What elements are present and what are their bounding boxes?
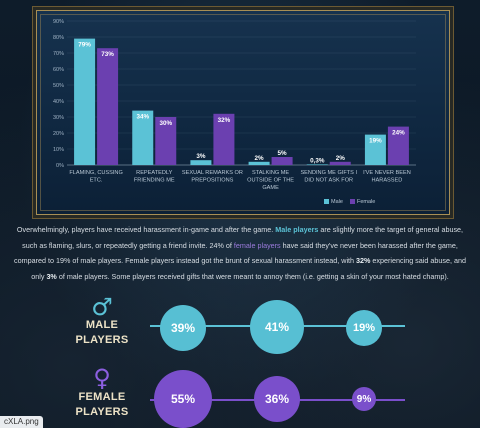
bar-female bbox=[97, 48, 119, 166]
legend-swatch-female bbox=[350, 199, 355, 204]
bar-male bbox=[74, 38, 96, 165]
bar-female bbox=[271, 157, 293, 165]
bar-female bbox=[329, 161, 351, 165]
bar-value-label: 2% bbox=[255, 155, 265, 162]
male-stat-bubble-3: 19% bbox=[346, 310, 382, 346]
y-tick-label: 20% bbox=[53, 131, 64, 137]
bar-value-label: 79% bbox=[78, 42, 91, 49]
summary-text-5: of male players. Some players received g… bbox=[56, 271, 449, 281]
x-category-label: OUTSIDE OF THE bbox=[247, 178, 294, 184]
summary-text-4: experiencing said abuse, and only bbox=[31, 256, 466, 281]
x-category-label: I'VE NEVER BEEN bbox=[363, 170, 411, 176]
male-stat-bubble-2: 41% bbox=[250, 300, 304, 354]
file-name-tag: cXLA.png bbox=[0, 416, 43, 428]
bar-female bbox=[155, 117, 177, 165]
bar-value-label: 30% bbox=[159, 120, 172, 127]
y-tick-label: 50% bbox=[53, 83, 64, 89]
x-category-label: FRIENDING ME bbox=[134, 178, 175, 184]
male-stat-bubble-1: 39% bbox=[160, 305, 206, 351]
bar-value-label: 34% bbox=[136, 114, 149, 121]
female-stat-bubble-3: 9% bbox=[352, 387, 376, 411]
male-label-line-2: PLAYERS bbox=[75, 334, 129, 346]
x-category-label: SENDING ME GIFTS I bbox=[300, 170, 357, 176]
y-tick-label: 80% bbox=[53, 35, 64, 41]
x-category-label: HARASSED bbox=[372, 178, 403, 184]
male-symbol-icon: ♂ bbox=[91, 293, 113, 321]
summary-male-highlight: Male players bbox=[275, 225, 319, 234]
female-stat-2-value: 36% bbox=[264, 392, 290, 406]
male-players-label: MALE PLAYERS bbox=[67, 318, 137, 348]
male-stat-1-value: 39% bbox=[170, 321, 196, 335]
bar-value-label: 73% bbox=[101, 51, 114, 58]
legend-swatch-male bbox=[324, 199, 329, 204]
male-stat-2-value: 41% bbox=[264, 320, 290, 334]
female-stat-1-value: 55% bbox=[170, 392, 196, 406]
bar-male bbox=[132, 110, 154, 165]
bar-value-label: 19% bbox=[369, 138, 382, 145]
female-stat-3-value: 9% bbox=[356, 393, 372, 405]
bar-value-label: 5% bbox=[278, 150, 288, 157]
x-category-label: PREPOSITIONS bbox=[191, 178, 233, 184]
male-stat-3-value: 19% bbox=[352, 322, 376, 334]
bar-male bbox=[306, 164, 328, 165]
female-stat-bubble-2: 36% bbox=[254, 376, 300, 422]
bar-value-label: 2% bbox=[336, 155, 346, 162]
y-tick-label: 10% bbox=[53, 147, 64, 153]
y-tick-label: 60% bbox=[53, 67, 64, 73]
male-label-line-1: MALE bbox=[85, 319, 119, 331]
y-tick-label: 70% bbox=[53, 51, 64, 57]
female-stat-bubble-1: 55% bbox=[154, 370, 212, 428]
bar-female bbox=[213, 113, 235, 165]
legend-label-female: Female bbox=[357, 199, 375, 205]
summary-3-highlight: 3% bbox=[46, 271, 57, 281]
summary-32-highlight: 32% bbox=[356, 256, 371, 265]
summary-female-highlight: female players bbox=[233, 240, 281, 250]
bar-value-label: 0,3% bbox=[310, 157, 325, 164]
y-tick-label: 90% bbox=[53, 19, 64, 25]
x-category-label: ETC. bbox=[90, 178, 103, 184]
x-category-label: SEXUAL REMARKS OR bbox=[182, 170, 243, 176]
bar-value-label: 3% bbox=[196, 153, 206, 160]
bar-female bbox=[387, 126, 409, 165]
x-category-label: GAME bbox=[262, 185, 279, 191]
summary-text-3: have said they've never been harassed af… bbox=[14, 240, 458, 266]
x-category-label: STALKING ME bbox=[252, 170, 289, 176]
y-tick-label: 30% bbox=[53, 115, 64, 121]
female-label-line-1: FEMALE bbox=[78, 391, 126, 403]
legend-label-male: Male bbox=[331, 199, 343, 205]
female-symbol-icon: ♀ bbox=[93, 364, 111, 392]
y-tick-label: 0% bbox=[56, 163, 64, 169]
bar-value-label: 24% bbox=[392, 130, 405, 137]
summary-paragraph: Overwhelmingly, players have received ha… bbox=[14, 222, 466, 284]
bar-male bbox=[190, 160, 212, 165]
bar-value-label: 32% bbox=[218, 117, 231, 124]
x-category-label: DID NOT ASK FOR bbox=[304, 178, 353, 184]
summary-text-2: are slightly more the target of general … bbox=[22, 225, 464, 250]
female-label-line-2: PLAYERS bbox=[75, 406, 129, 418]
summary-text-1: Overwhelmingly, players have received ha… bbox=[16, 225, 276, 234]
x-category-label: FLAMING, CUSSING bbox=[69, 170, 122, 176]
y-tick-label: 40% bbox=[53, 99, 64, 105]
bar-male bbox=[364, 134, 386, 165]
x-category-label: REPEATEDLY bbox=[136, 170, 172, 176]
bar-chart: 0% 10% 20% 30% 40% 50% 60% 70% 80% 90% 79% 73% FLAMI… bbox=[53, 19, 416, 205]
bar-male bbox=[248, 161, 270, 165]
female-players-label: FEMALE PLAYERS bbox=[67, 390, 137, 420]
